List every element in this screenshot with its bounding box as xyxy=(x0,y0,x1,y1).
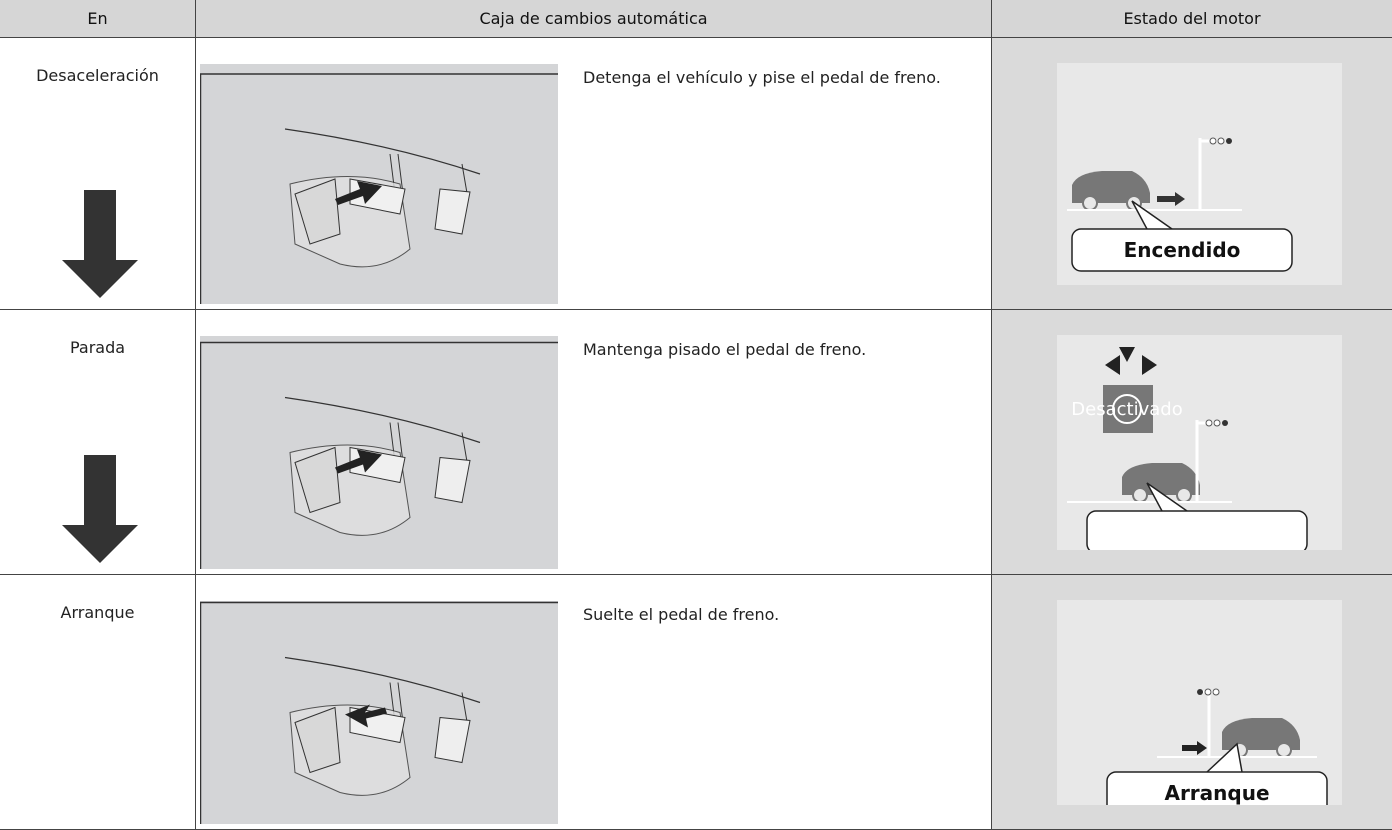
svg-text:Desactivado: Desactivado xyxy=(1071,399,1182,420)
state-cell: Arranque xyxy=(992,575,1392,830)
instruction-cell: Mantenga pisado el pedal de freno. xyxy=(196,310,992,575)
instruction-text: Suelte el pedal de freno. xyxy=(583,605,780,624)
instruction-text: Detenga el vehículo y pise el pedal de f… xyxy=(583,68,941,87)
instruction-cell: Suelte el pedal de freno. xyxy=(196,575,992,830)
header-cell: En xyxy=(0,0,196,38)
stage-cell: Parada xyxy=(0,310,196,575)
stage-label: Desaceleración xyxy=(36,66,159,85)
stage-cell: Desaceleración xyxy=(0,38,196,310)
instruction-cell: Detenga el vehículo y pise el pedal de f… xyxy=(196,38,992,310)
down-arrow xyxy=(62,190,138,298)
stage-label: Parada xyxy=(69,338,126,357)
engine-illustration: Desactivado xyxy=(1057,335,1342,550)
state-label: Arranque xyxy=(1164,781,1269,805)
pedal-illustration xyxy=(200,64,558,304)
header-cell: Caja de cambios automática xyxy=(196,0,992,38)
stage-cell: Arranque xyxy=(0,575,196,830)
instruction-text: Mantenga pisado el pedal de freno. xyxy=(583,340,867,359)
stage-label: Arranque xyxy=(60,603,135,622)
down-arrow xyxy=(62,455,138,563)
pedal-illustration xyxy=(200,336,558,569)
engine-illustration: Encendido xyxy=(1057,63,1342,285)
state-label: Encendido xyxy=(1124,238,1241,262)
engine-illustration: Arranque xyxy=(1057,600,1342,805)
pedal-illustration xyxy=(200,601,558,824)
header-cell: Estado del motor xyxy=(992,0,1392,38)
state-cell: Encendido xyxy=(992,38,1392,310)
state-cell: Desactivado xyxy=(992,310,1392,575)
